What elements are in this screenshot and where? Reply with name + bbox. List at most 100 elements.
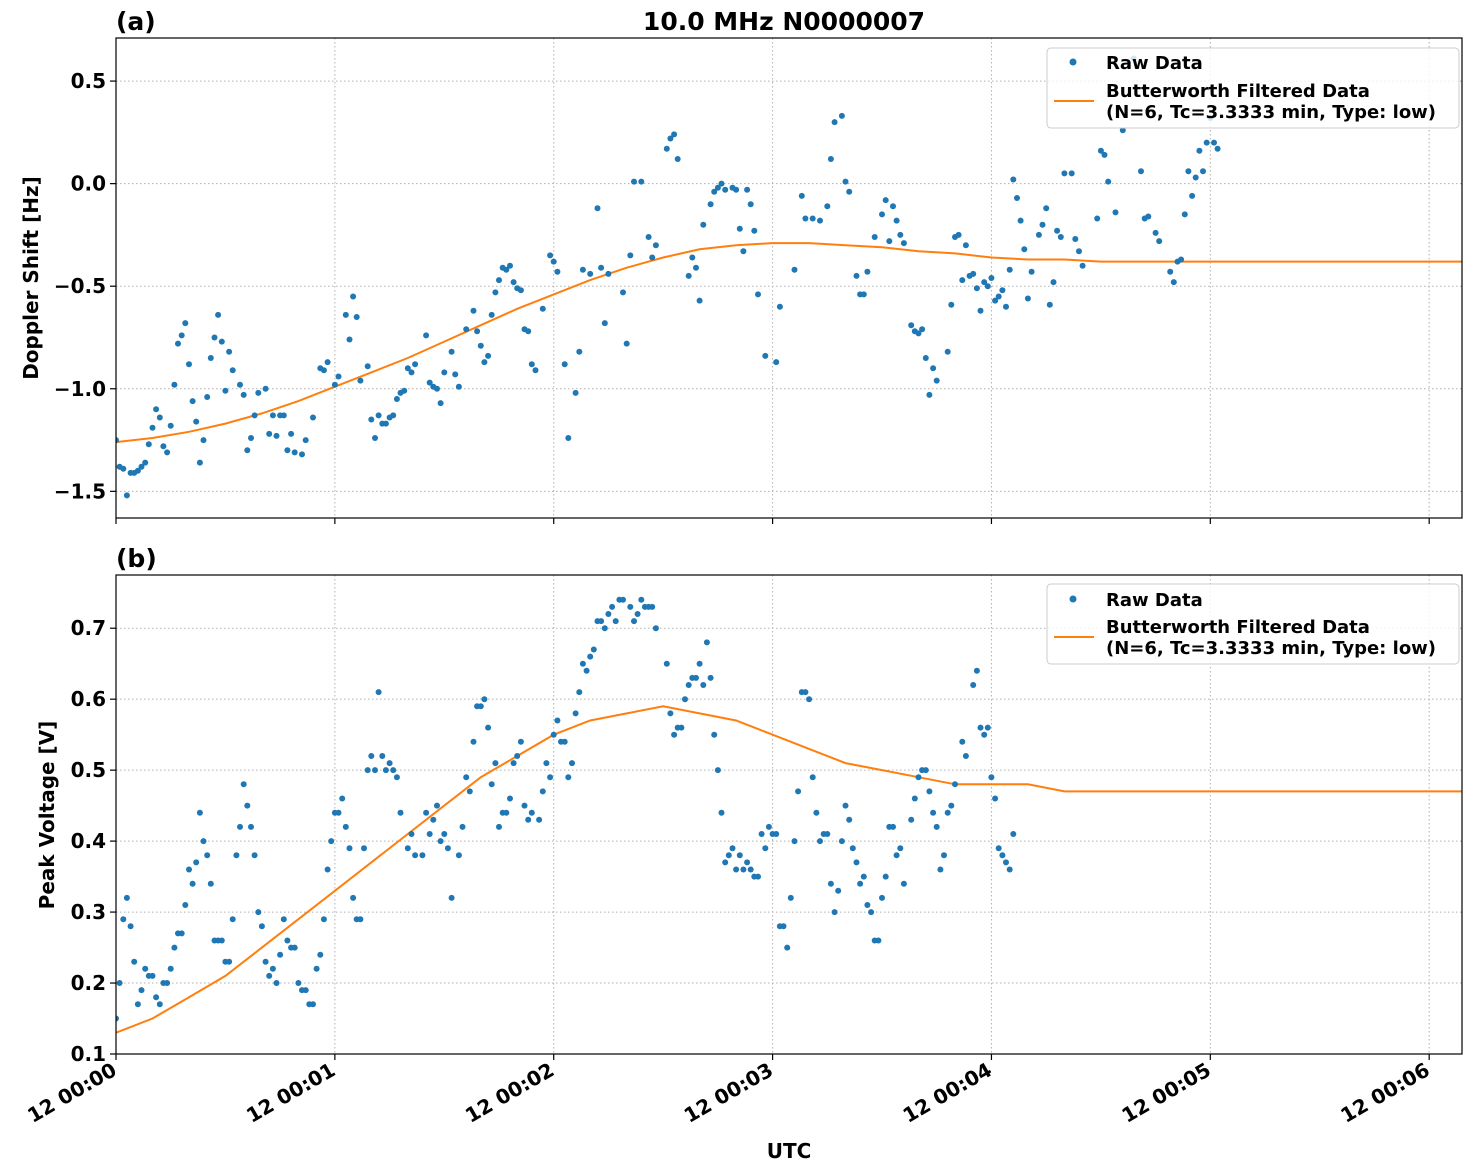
raw-data-point (517, 287, 524, 294)
raw-data-point (598, 264, 605, 271)
raw-data-point (594, 205, 601, 212)
raw-data-point (517, 738, 524, 745)
raw-data-point (693, 264, 699, 271)
raw-data-point (120, 465, 127, 472)
raw-data-point (569, 760, 575, 767)
raw-data-point (196, 459, 203, 466)
raw-data-point (784, 944, 791, 951)
raw-data-point (138, 987, 145, 994)
raw-data-point (809, 774, 816, 781)
raw-data-point (423, 332, 430, 339)
raw-data-point (682, 696, 688, 703)
raw-data-point (226, 958, 233, 965)
raw-data-point (364, 767, 371, 774)
raw-data-point (189, 398, 196, 405)
raw-data-point (631, 178, 637, 185)
raw-data-point (382, 420, 389, 427)
raw-data-point (364, 363, 371, 370)
raw-data-point (273, 980, 280, 986)
panel-a-x-ticks (115, 518, 1430, 524)
raw-data-point (1101, 151, 1108, 158)
raw-data-point (864, 268, 871, 275)
raw-data-point (1079, 262, 1086, 269)
raw-data-point (288, 430, 295, 437)
raw-data-point (496, 277, 502, 284)
raw-data-point (579, 266, 586, 273)
raw-data-point (1167, 268, 1174, 275)
raw-data-point (164, 980, 171, 986)
raw-data-point (590, 646, 597, 653)
raw-data-point (587, 270, 594, 277)
raw-data-point (1061, 170, 1068, 177)
raw-data-point (393, 396, 400, 402)
raw-data-point (412, 852, 419, 859)
raw-data-point (156, 1001, 163, 1008)
raw-data-point (802, 215, 809, 222)
raw-data-point (740, 248, 747, 255)
raw-data-point (350, 293, 357, 300)
raw-data-point (244, 802, 251, 809)
raw-data-point (284, 937, 291, 944)
raw-data-point (357, 377, 364, 384)
raw-data-point (269, 412, 276, 419)
raw-data-point (466, 788, 473, 795)
raw-data-point (795, 788, 802, 795)
raw-data-point (299, 451, 305, 458)
raw-data-point (886, 238, 893, 245)
raw-data-point (419, 852, 426, 859)
raw-data-point (1156, 238, 1163, 245)
raw-data-point (138, 463, 145, 470)
raw-data-point (1076, 248, 1082, 255)
raw-data-point (824, 203, 831, 210)
raw-data-point (733, 866, 740, 873)
raw-data-point (258, 923, 265, 930)
raw-data-point (897, 845, 904, 852)
raw-data-point (182, 320, 189, 327)
raw-data-point (372, 435, 378, 441)
raw-data-point (915, 774, 922, 781)
raw-data-point (1006, 266, 1013, 273)
raw-data-point (667, 710, 674, 717)
raw-data-point (897, 231, 904, 238)
raw-data-point (893, 217, 900, 224)
raw-data-point (368, 416, 375, 423)
raw-data-point (240, 781, 247, 788)
raw-data-point (156, 414, 163, 421)
raw-data-point (404, 365, 411, 372)
raw-data-point (507, 262, 513, 269)
raw-data-point (882, 873, 889, 880)
raw-data-point (736, 225, 743, 232)
raw-data-point (700, 682, 707, 688)
raw-data-point (758, 831, 765, 837)
raw-data-point (846, 816, 853, 823)
raw-data-point (244, 447, 251, 454)
raw-data-point (890, 823, 896, 830)
raw-data-point (663, 145, 670, 152)
raw-data-point (981, 279, 988, 286)
raw-data-point (182, 902, 189, 908)
raw-data-point (922, 767, 929, 774)
raw-data-point (860, 873, 867, 880)
raw-data-point (970, 682, 977, 688)
raw-data-point (335, 373, 342, 380)
raw-data-point (649, 254, 656, 261)
raw-data-point (375, 689, 382, 696)
raw-data-point (1170, 279, 1177, 286)
raw-data-point (539, 788, 546, 795)
raw-data-point (328, 838, 335, 845)
raw-data-point (725, 852, 732, 859)
raw-data-point (722, 186, 729, 193)
raw-data-point (554, 268, 561, 275)
raw-data-point (404, 845, 411, 852)
panel-a-label: (a) (116, 7, 156, 36)
raw-data-point (747, 866, 754, 873)
raw-data-point (503, 809, 510, 816)
x-axis-label: UTC (767, 1139, 812, 1163)
panel-b-frame (115, 574, 1463, 1055)
raw-data-point (200, 838, 207, 845)
raw-data-point (441, 369, 448, 376)
raw-data-point (1094, 215, 1101, 222)
raw-data-point (120, 916, 127, 923)
raw-data-point (755, 873, 761, 880)
raw-data-point (266, 972, 273, 979)
